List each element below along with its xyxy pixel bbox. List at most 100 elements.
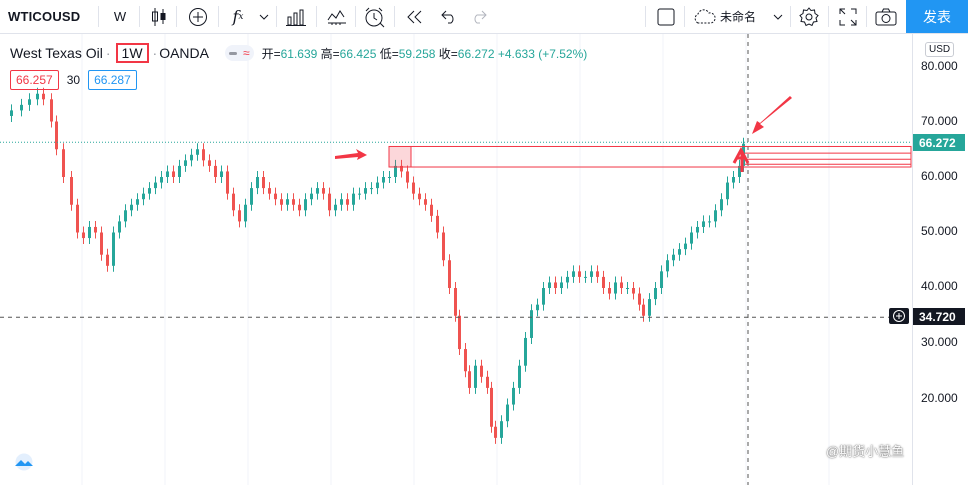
toolbar-divider [316, 6, 317, 27]
candle-body [418, 193, 421, 200]
axis-tick: 50.000 [921, 224, 958, 238]
legend-ohlc: 开=61.639 高=66.425 低=59.258 收=66.272 +4.6… [261, 46, 588, 61]
legend-symbol-title[interactable]: West Texas Oil [10, 45, 103, 61]
candle-body [142, 193, 145, 200]
candle-body [322, 188, 325, 194]
candle-body [88, 226, 91, 239]
price-chart[interactable] [0, 34, 912, 485]
candle-body [10, 110, 13, 116]
candle-body [232, 193, 235, 211]
layout-name[interactable]: 未命名 [720, 10, 757, 24]
candle-body [106, 254, 109, 266]
chevron-down-icon[interactable] [772, 0, 784, 33]
candle-body [708, 221, 711, 223]
candle-body [702, 221, 705, 227]
candle-body [424, 199, 427, 205]
candle-body [70, 177, 73, 205]
candle-body [448, 260, 451, 288]
candle-body [268, 188, 271, 194]
publish-button[interactable]: 发表 [906, 0, 968, 33]
candle-body [286, 199, 289, 205]
chart-legend: West Texas Oil · 1W · OANDA ≈ 开=61.639 高… [10, 43, 588, 63]
candle-body [196, 149, 199, 155]
toolbar-divider [276, 6, 277, 27]
annotation-zone-wide [410, 145, 912, 168]
camera-icon[interactable] [874, 0, 898, 33]
sell-price-button[interactable]: 66.257 [10, 70, 59, 90]
candle-body [566, 276, 569, 283]
candle-body [166, 171, 169, 177]
axis-tick: 30.000 [921, 335, 958, 349]
symbol-search-button[interactable]: WTICOUSD [8, 9, 81, 24]
replay-icon[interactable] [404, 0, 424, 33]
toolbar-divider [98, 6, 99, 27]
add-compare-icon[interactable] [187, 0, 209, 33]
candle-body [184, 160, 187, 166]
candle-body [684, 243, 687, 250]
candle-body [382, 177, 385, 183]
alert-clock-icon[interactable] [363, 0, 385, 33]
redo-icon[interactable] [470, 0, 488, 33]
candle-body [442, 232, 445, 261]
candle-body [536, 304, 539, 311]
candle-body [130, 204, 133, 211]
candle-body [328, 193, 331, 211]
candle-body [614, 282, 617, 294]
candle-body [506, 404, 509, 422]
interval-button[interactable]: W [113, 9, 127, 24]
candle-body [602, 276, 605, 288]
candle-body [118, 221, 121, 233]
financials-bars-icon[interactable] [285, 0, 307, 33]
buy-price-button[interactable]: 66.287 [88, 70, 137, 90]
candle-body [660, 271, 663, 288]
candle-body [388, 177, 391, 178]
candle-body [220, 171, 223, 177]
crosshair-price-tag: 34.720 [913, 308, 965, 325]
candle-body [406, 171, 409, 183]
price-axis[interactable]: USD 80.000 70.000 60.000 50.000 40.000 3… [912, 34, 968, 485]
currency-label[interactable]: USD [925, 42, 955, 57]
candle-body [554, 282, 557, 288]
candles-icon[interactable] [150, 0, 168, 33]
candle-body [50, 99, 53, 122]
templates-icon[interactable] [326, 0, 348, 33]
candle-body [732, 177, 735, 183]
dropdown-chevron-icon[interactable] [258, 0, 270, 33]
candle-body [352, 193, 355, 205]
toolbar-divider [645, 6, 646, 27]
candle-body [172, 171, 175, 177]
candle-body [626, 288, 629, 289]
candle-body [500, 421, 503, 438]
crosshair-add-button[interactable] [889, 308, 909, 324]
candle-body [358, 193, 361, 195]
candle-body [394, 165, 397, 177]
checkbox-icon[interactable] [656, 0, 676, 33]
annotation-zone-left [388, 145, 412, 168]
legend-high: 66.425 [339, 46, 377, 61]
settings-gear-icon[interactable] [798, 0, 820, 33]
candle-body [542, 288, 545, 305]
candle-body [94, 226, 97, 233]
candle-body [244, 204, 247, 222]
legend-toggle-pill[interactable]: ≈ [225, 45, 254, 61]
candle-body [136, 199, 139, 205]
cloud-icon[interactable] [691, 0, 717, 33]
spread-value: 30 [66, 73, 81, 87]
toolbar-divider [139, 6, 140, 27]
candle-body [292, 199, 295, 205]
fullscreen-icon[interactable] [838, 0, 858, 33]
axis-tick: 40.000 [921, 279, 958, 293]
candle-body [648, 299, 651, 316]
legend-low: 59.258 [398, 46, 436, 61]
candle-body [202, 149, 205, 161]
candle-body [572, 271, 575, 277]
candle-body [304, 199, 307, 211]
undo-icon[interactable] [440, 0, 458, 33]
legend-source: OANDA [159, 45, 209, 61]
tradingview-logo[interactable] [10, 451, 38, 473]
wave-icon: ≈ [243, 46, 250, 60]
candle-body [596, 271, 599, 277]
axis-tick: 80.000 [921, 59, 958, 73]
